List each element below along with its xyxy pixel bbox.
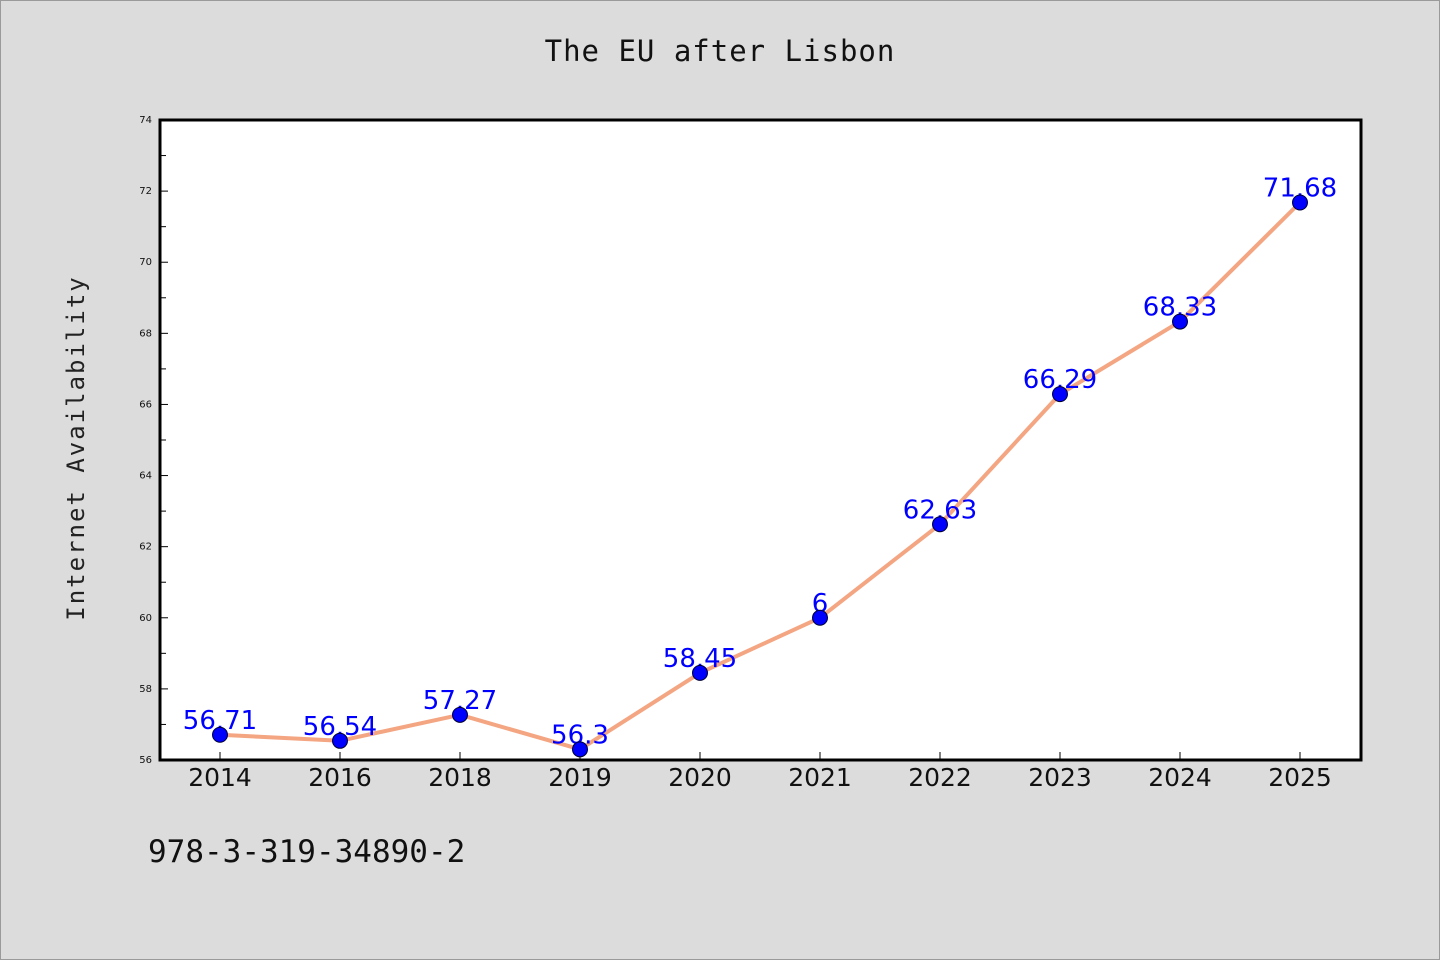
- series-line: [218, 200, 1302, 752]
- data-point: [932, 516, 948, 533]
- data-point: [332, 732, 348, 749]
- x-tick-label: 2023: [1028, 763, 1092, 792]
- x-tick-label: 2021: [788, 763, 852, 792]
- y-tick-label: 68: [139, 328, 152, 339]
- x-tick-label: 2025: [1268, 763, 1332, 792]
- y-tick-label: 64: [139, 471, 152, 482]
- y-axis: 56 58 60 62 64 66 68 70 72 74: [139, 115, 168, 766]
- plot-area: [158, 118, 1363, 762]
- x-tick-label: 2016: [308, 763, 372, 792]
- y-tick-label: 60: [139, 613, 152, 624]
- data-point: [1052, 386, 1068, 403]
- x-tick-label: 2024: [1148, 763, 1212, 792]
- series-group: 56.71 56.5457.2756.358.45662.6366.2968.33…: [183, 173, 1337, 758]
- x-tick-label: 2022: [908, 763, 972, 792]
- isbn-note: 978-3-319-34890-2: [148, 834, 466, 870]
- y-tick-label: 58: [139, 684, 152, 695]
- data-point: [812, 609, 828, 626]
- x-tick-label: 2014: [188, 763, 252, 792]
- chart-title: The EU after Lisbon: [544, 34, 896, 68]
- data-point: [452, 706, 468, 723]
- y-tick-label: 62: [139, 542, 152, 553]
- x-axis: 2014 2016 2018 2019 2020 2021 2022 2023 2024 2025: [188, 752, 1332, 792]
- data-point: [1292, 194, 1308, 211]
- data-point: [692, 664, 708, 681]
- data-point: [572, 741, 588, 758]
- x-tick-label: 2020: [668, 763, 732, 792]
- y-tick-label: 56: [139, 755, 152, 766]
- x-tick-label: 2019: [548, 763, 612, 792]
- y-tick-label: 72: [139, 186, 152, 197]
- data-point: [1172, 313, 1188, 330]
- y-tick-label: 74: [139, 115, 152, 126]
- data-point: [212, 726, 228, 743]
- y-tick-label: 66: [139, 399, 152, 410]
- y-tick-label: 70: [139, 257, 152, 268]
- x-tick-label: 2018: [428, 763, 492, 792]
